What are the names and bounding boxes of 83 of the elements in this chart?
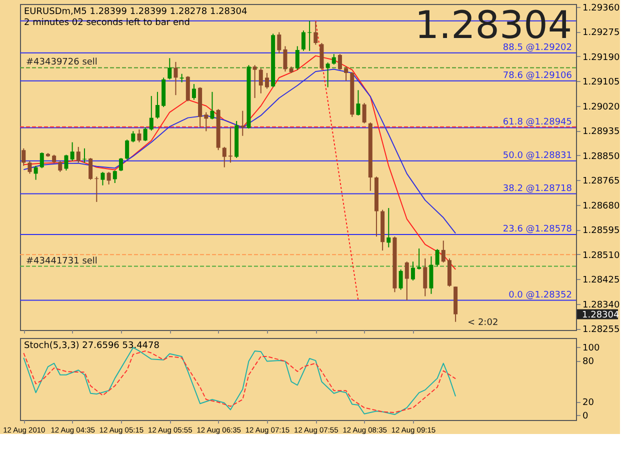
candlestick xyxy=(210,91,214,120)
candlestick xyxy=(386,208,391,248)
chart-title: Stoch(5,3,3) 27.6596 53.4478 xyxy=(24,341,160,351)
candlestick xyxy=(404,261,409,301)
candlestick xyxy=(204,112,208,132)
y-tick-label: 1.28255 xyxy=(582,325,620,336)
ref-line-label: 23.6 @1.28578 xyxy=(502,224,572,235)
y-tick-label: 1.28510 xyxy=(582,250,620,261)
candlestick xyxy=(423,258,428,297)
candlestick xyxy=(258,68,263,94)
y-tick-label: 1.28680 xyxy=(582,201,620,212)
candlestick xyxy=(100,171,105,186)
candlestick xyxy=(40,152,44,169)
candlestick xyxy=(277,32,282,54)
candlestick xyxy=(70,142,74,162)
candlestick xyxy=(295,46,300,70)
candlestick xyxy=(125,139,130,160)
y-tick-label: 1.28595 xyxy=(582,226,620,236)
candlestick xyxy=(410,261,415,282)
y-tick-label: 1.28850 xyxy=(582,152,620,162)
candlestick xyxy=(131,130,136,143)
candlestick xyxy=(264,72,269,90)
y-tick-label: 1.29275 xyxy=(582,28,620,38)
y-tick-label: 0 xyxy=(582,412,588,422)
candlestick xyxy=(76,146,80,164)
candlestick xyxy=(228,127,232,164)
candlestick xyxy=(22,148,26,166)
candlestick xyxy=(186,76,190,102)
candlestick xyxy=(106,171,111,185)
y-tick-label: 80 xyxy=(582,357,594,368)
candlestick xyxy=(58,160,62,172)
ref-line-label: 61.8 @1.28945 xyxy=(502,118,572,128)
candlestick xyxy=(398,268,403,290)
ref-line-label: 38.2 @1.28718 xyxy=(502,184,572,194)
candlestick xyxy=(174,61,178,96)
candlestick xyxy=(308,20,312,52)
candlestick xyxy=(240,110,245,136)
candlestick xyxy=(441,240,446,263)
candlestick xyxy=(112,170,117,184)
candlestick xyxy=(326,62,330,88)
line-series xyxy=(23,68,456,234)
ref-line-label: #43441731 sell xyxy=(26,256,98,266)
y-tick-label: 1.28340 xyxy=(582,300,620,310)
y-tick-label: 1.29105 xyxy=(582,78,620,88)
candlestick xyxy=(222,146,226,168)
y-tick-label: 1.29020 xyxy=(582,102,620,112)
ref-line-label: 50.0 @1.28831 xyxy=(502,150,572,161)
candlestick xyxy=(356,90,360,116)
candlestick xyxy=(301,30,306,52)
candlestick xyxy=(252,64,257,99)
annotation: < 2:02 xyxy=(468,318,498,328)
candlestick xyxy=(435,248,440,267)
candlestick xyxy=(34,165,38,180)
ref-line-label: 0.0 @1.28352 xyxy=(508,290,572,300)
candlestick xyxy=(314,21,318,46)
y-tick-label: 1.28765 xyxy=(582,176,620,187)
candlestick xyxy=(429,256,434,294)
candlestick xyxy=(88,157,93,180)
candlestick xyxy=(362,102,366,124)
candlestick xyxy=(344,66,348,82)
candlestick xyxy=(338,54,342,70)
candlestick xyxy=(28,160,32,174)
candlestick xyxy=(118,157,123,172)
y-tick-label: 1.29190 xyxy=(582,52,620,63)
candlestick xyxy=(283,46,288,72)
candlestick xyxy=(143,126,148,142)
candlestick xyxy=(149,95,154,132)
candlestick xyxy=(155,91,160,120)
y-tick-label: 1.28935 xyxy=(582,127,620,138)
candlestick xyxy=(417,248,422,270)
candlestick xyxy=(137,128,142,143)
candlestick xyxy=(64,154,68,171)
ref-line-label: #43439726 sell xyxy=(26,58,98,68)
candlestick xyxy=(332,54,336,66)
y-tick-label: 100 xyxy=(582,343,600,354)
y-tick-label: 1.29360 xyxy=(582,3,620,14)
chart-title: EURUSDm,M5 1.28399 1.28399 1.28278 1.28304 xyxy=(24,7,248,17)
ref-line-label: 78.6 @1.29106 xyxy=(502,70,572,81)
line-series xyxy=(23,55,456,270)
candlestick xyxy=(168,58,172,80)
y-tick-label: 1.28425 xyxy=(582,276,620,286)
candlestick xyxy=(192,84,196,100)
y-tick-label: 20 xyxy=(582,398,594,408)
